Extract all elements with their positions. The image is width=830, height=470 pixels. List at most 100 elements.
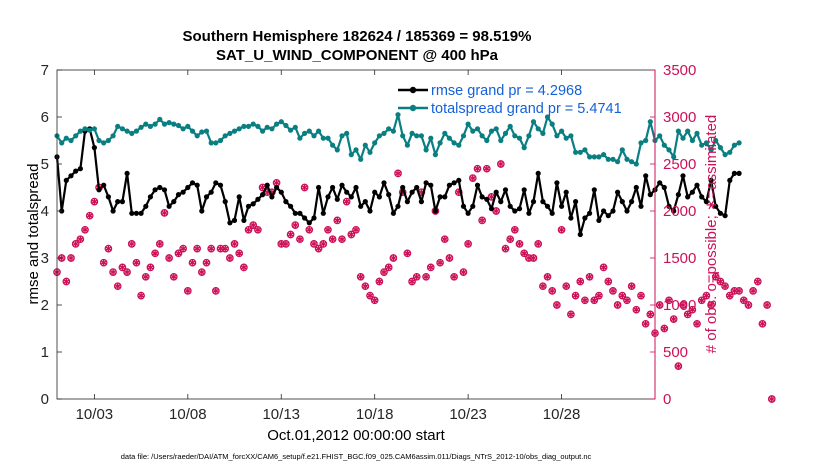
rmse-point: [147, 194, 153, 200]
rmse-point: [507, 203, 513, 209]
obs-assimilated-point: [235, 249, 243, 257]
totalspread-point: [362, 142, 368, 148]
rmse-point: [278, 189, 284, 195]
rmse-point: [446, 182, 452, 188]
totalspread-point: [376, 133, 382, 139]
totalspread-point: [605, 156, 611, 162]
rmse-point: [292, 210, 298, 216]
rmse-point: [629, 199, 635, 205]
rmse-point: [675, 192, 682, 198]
rmse-point: [306, 220, 312, 226]
totalspread-point: [367, 149, 373, 155]
totalspread-point: [717, 145, 724, 151]
obs-assimilated-point: [100, 259, 108, 267]
totalspread-point: [91, 126, 97, 132]
rmse-point: [157, 184, 163, 191]
rmse-point: [689, 189, 696, 195]
y-tick-label-left: 0: [41, 391, 49, 408]
rmse-point: [722, 213, 728, 219]
obs-assimilated-point: [165, 254, 173, 262]
totalspread-point: [685, 128, 691, 134]
obs-assimilated-point: [170, 273, 178, 281]
totalspread-point: [671, 154, 677, 160]
rmse-point: [619, 199, 625, 205]
rmse-point: [643, 173, 649, 179]
rmse-point: [554, 180, 560, 186]
rmse-point: [694, 182, 700, 188]
rmse-point: [488, 206, 495, 212]
obs-assimilated-point: [623, 296, 631, 304]
legend-rmse-marker: [409, 86, 417, 94]
totalspread-point: [133, 128, 139, 134]
rmse-point: [339, 182, 345, 188]
obs-assimilated-point: [721, 282, 729, 290]
rmse-point: [274, 184, 280, 191]
obs-assimilated-point: [511, 226, 519, 234]
rmse-point: [713, 203, 719, 209]
totalspread-point: [493, 126, 499, 132]
totalspread-point: [73, 133, 79, 139]
totalspread-point: [217, 137, 224, 144]
totalspread-point: [353, 147, 359, 153]
obs-assimilated-point: [245, 226, 253, 234]
totalspread-point: [278, 119, 284, 125]
rmse-point: [680, 173, 686, 179]
obs-assimilated-point: [347, 230, 355, 239]
rmse-point: [638, 203, 644, 209]
rmse-point: [409, 189, 415, 195]
obs-assimilated-point: [67, 254, 75, 262]
totalspread-point: [414, 133, 420, 139]
obs-assimilated-point: [600, 263, 608, 271]
rmse-point: [386, 192, 392, 198]
x-tick-label: 10/18: [356, 406, 394, 423]
obs-assimilated-point: [735, 287, 743, 295]
totalspread-point: [647, 119, 653, 125]
rmse-point: [418, 199, 424, 205]
obs-assimilated-point: [371, 296, 379, 304]
rmse-point: [208, 189, 214, 195]
totalspread-point: [77, 128, 83, 134]
obs-assimilated-point: [408, 277, 416, 286]
rmse-point: [703, 199, 710, 205]
totalspread-point: [498, 137, 504, 144]
obs-assimilated-point: [656, 301, 664, 309]
obs-assimilated-point: [572, 292, 580, 300]
obs-assimilated-point: [562, 282, 570, 290]
totalspread-point: [442, 130, 448, 136]
y-tick-label-right: 3500: [663, 62, 696, 79]
y-tick-label-left: 6: [41, 109, 49, 126]
obs-assimilated-point: [614, 301, 622, 309]
totalspread-point: [474, 126, 481, 132]
y-tick-label-left: 3: [41, 250, 49, 267]
obs-assimilated-point: [319, 240, 327, 248]
totalspread-point: [535, 126, 541, 132]
rmse-point: [605, 213, 611, 219]
totalspread-point: [330, 142, 336, 148]
obs-assimilated-point: [632, 306, 640, 314]
totalspread-point: [297, 135, 303, 141]
totalspread-point: [96, 137, 102, 144]
totalspread-point: [526, 133, 532, 139]
rmse-point: [437, 194, 443, 200]
totalspread-point: [446, 135, 452, 141]
chart-title: Southern Hemisphere 182624 / 185369 = 98…: [183, 28, 532, 45]
totalspread-point: [68, 137, 74, 144]
obs-assimilated-point: [716, 277, 724, 286]
rmse-point: [390, 210, 396, 216]
obs-assimilated-point: [128, 240, 136, 248]
rmse-point: [633, 184, 639, 191]
obs-assimilated-point: [763, 301, 771, 309]
rmse-point: [77, 166, 83, 172]
totalspread-point: [596, 154, 602, 160]
rmse-point: [493, 189, 499, 195]
totalspread-point: [124, 128, 130, 134]
obs-assimilated-point: [357, 273, 365, 281]
legend-spread-label: totalspread grand pr = 5.4741: [431, 101, 622, 117]
totalspread-point: [731, 142, 738, 148]
totalspread-point: [306, 128, 312, 134]
totalspread-point: [358, 156, 364, 162]
rmse-point: [544, 203, 551, 209]
totalspread-point: [255, 123, 261, 129]
totalspread-point: [470, 128, 476, 134]
totalspread-point: [451, 140, 457, 146]
